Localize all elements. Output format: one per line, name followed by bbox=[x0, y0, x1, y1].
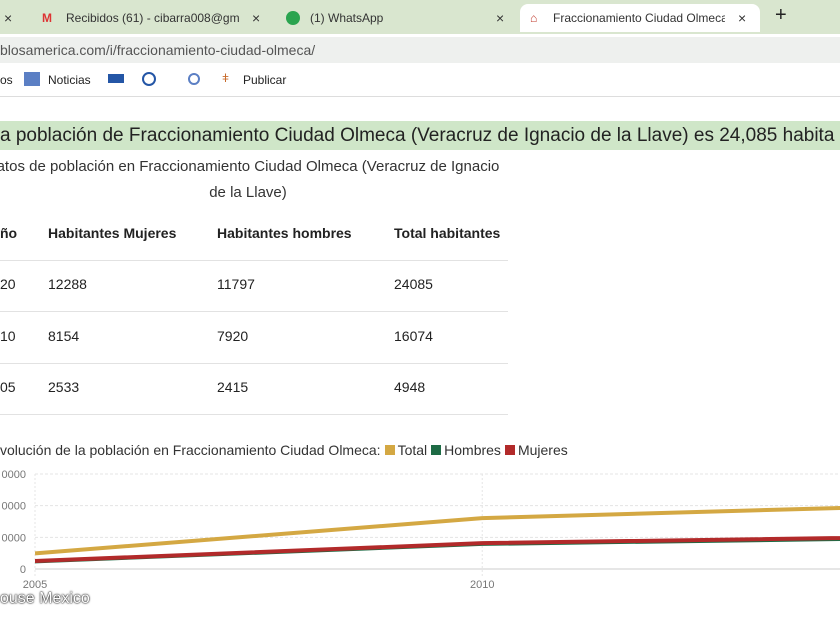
y-tick-label: 0 bbox=[20, 564, 26, 576]
legend-label: Total bbox=[397, 442, 428, 458]
table-cell: 05 bbox=[0, 379, 16, 395]
legend-swatch bbox=[504, 445, 515, 455]
heading: a población de Fraccionamiento Ciudad Ol… bbox=[0, 121, 840, 150]
column-header: Habitantes hombres bbox=[217, 225, 352, 241]
row-separator bbox=[0, 311, 508, 312]
x-tick-label: 2005 bbox=[23, 579, 47, 591]
chart-title: volución de la población en Fraccionamie… bbox=[0, 442, 381, 458]
url[interactable]: blosamerica.com/i/fraccionamiento-ciudad… bbox=[0, 37, 840, 63]
y-tick-label: 0000 bbox=[2, 501, 26, 513]
legend-label: Hombres bbox=[444, 442, 501, 458]
table-cell: 12288 bbox=[48, 276, 87, 292]
table-cell: 2533 bbox=[48, 379, 80, 395]
table-cell: 16074 bbox=[394, 327, 433, 344]
table-cell: 2415 bbox=[217, 379, 249, 395]
row-separator bbox=[0, 260, 508, 261]
bookmark[interactable]: Publicar bbox=[243, 73, 287, 87]
legend-label: Mujeres bbox=[517, 442, 568, 458]
bookmark-icon[interactable] bbox=[108, 74, 124, 83]
tab-title: (1) WhatsApp bbox=[310, 11, 384, 25]
row-separator bbox=[0, 414, 508, 415]
chart-title-row: volución de la población en Fraccionamie… bbox=[0, 442, 568, 458]
tab-bar: × M Recibidos (61) - cibarra008@gma × (1… bbox=[0, 0, 840, 34]
table-cell: 4948 bbox=[394, 379, 426, 395]
site-icon: ⌂ bbox=[530, 11, 538, 25]
series-line bbox=[35, 505, 840, 556]
bookmarks-bar: os Noticias ǂ Publicar bbox=[0, 64, 840, 97]
y-tick-label: 0000 bbox=[2, 469, 26, 481]
tab-title: Recibidos (61) - cibarra008@gma bbox=[66, 11, 240, 25]
watermark: ouse Mexico bbox=[0, 590, 90, 607]
table-cell: 8154 bbox=[48, 327, 80, 344]
bookmark-icon[interactable] bbox=[188, 73, 200, 85]
table-cell: 24085 bbox=[394, 276, 433, 292]
legend-swatch bbox=[384, 445, 395, 455]
column-header: Total habitantes bbox=[394, 225, 501, 241]
bookmark[interactable]: os bbox=[0, 73, 13, 87]
tab-close[interactable]: × bbox=[4, 10, 13, 26]
address-bar: blosamerica.com/i/fraccionamiento-ciudad… bbox=[0, 34, 840, 64]
tab-title: Fraccionamiento Ciudad Olmeca bbox=[553, 11, 725, 25]
row-separator bbox=[0, 362, 508, 364]
column-header: ño bbox=[0, 225, 18, 241]
table-cell: 20 bbox=[0, 276, 16, 292]
legend: Total Hombres Mujeres bbox=[381, 442, 568, 458]
gmail-icon: M bbox=[42, 11, 52, 25]
whatsapp-icon bbox=[286, 11, 300, 25]
tab[interactable]: M Recibidos (61) - cibarra008@gma × bbox=[42, 4, 272, 32]
tab-active[interactable]: ⌂ Fraccionamiento Ciudad Olmeca × bbox=[520, 4, 760, 32]
column-header: Habitantes Mujeres bbox=[48, 225, 177, 241]
series-line bbox=[35, 535, 840, 563]
bookmark-icon: ǂ bbox=[222, 71, 230, 85]
plot-area bbox=[35, 505, 840, 564]
table-cell: 11797 bbox=[217, 276, 255, 292]
legend-swatch bbox=[431, 445, 442, 455]
tab[interactable]: (1) WhatsApp × bbox=[286, 4, 516, 32]
new-tab[interactable]: + bbox=[775, 4, 787, 26]
table-caption: atos de población en Fraccionamiento Ciu… bbox=[0, 158, 500, 201]
bookmark-icon bbox=[24, 72, 40, 86]
table-cell: 7920 bbox=[217, 327, 249, 344]
x-tick-label: 2010 bbox=[470, 579, 494, 591]
y-tick-label: 0000 bbox=[2, 532, 26, 544]
bookmark-icon[interactable] bbox=[142, 72, 156, 86]
bookmark[interactable]: Noticias bbox=[48, 73, 91, 87]
table-cell: 10 bbox=[0, 327, 16, 344]
